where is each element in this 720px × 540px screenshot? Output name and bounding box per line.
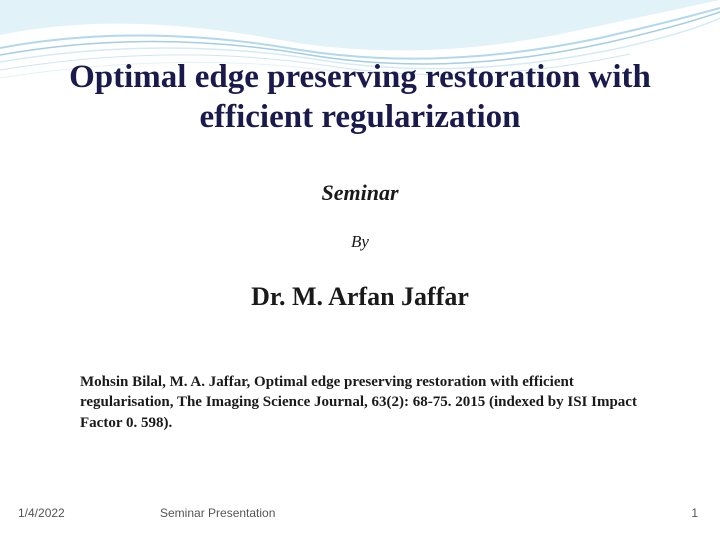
author-name: Dr. M. Arfan Jaffar xyxy=(0,282,720,312)
footer-page-number: 1 xyxy=(691,506,698,520)
footer-center: Seminar Presentation xyxy=(160,506,275,520)
by-label: By xyxy=(0,232,720,252)
seminar-label: Seminar xyxy=(0,180,720,206)
slide: Optimal edge preserving restoration with… xyxy=(0,0,720,540)
footer-date: 1/4/2022 xyxy=(18,506,65,520)
citation-text: Mohsin Bilal, M. A. Jaffar, Optimal edge… xyxy=(80,372,660,433)
slide-title: Optimal edge preserving restoration with… xyxy=(40,58,680,137)
